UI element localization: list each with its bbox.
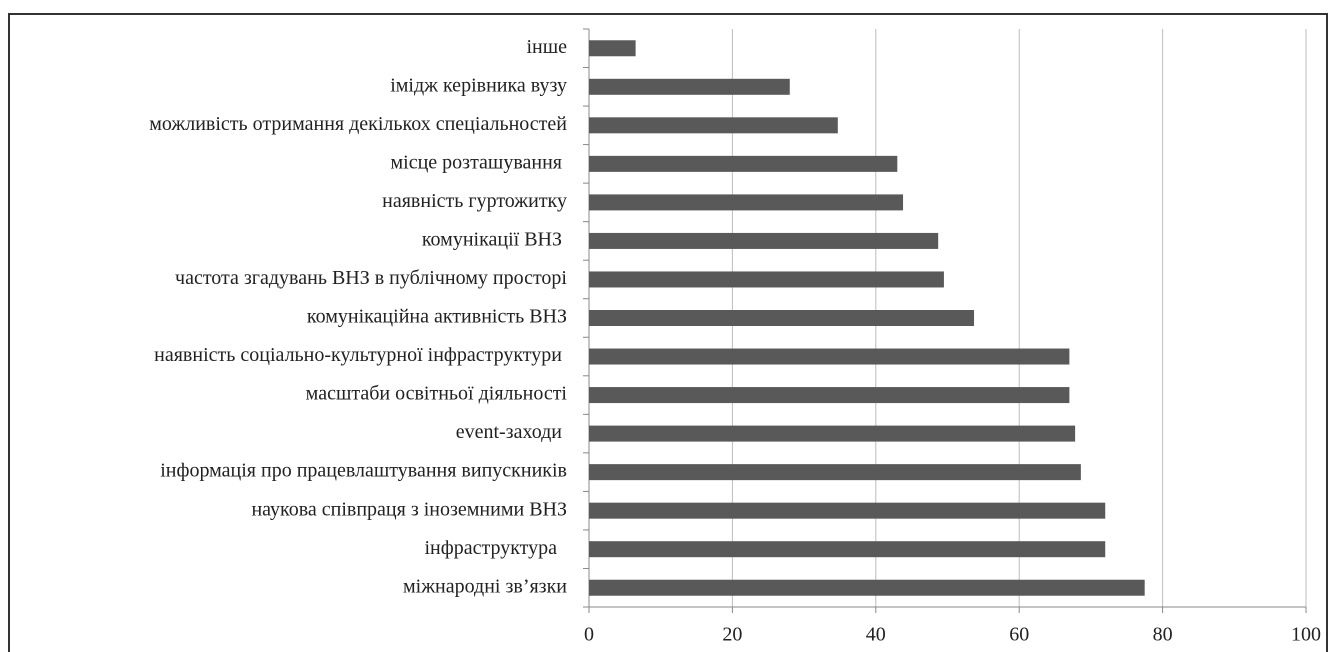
bar — [589, 117, 838, 134]
bar — [589, 310, 975, 326]
bar — [589, 502, 1106, 519]
bar — [589, 271, 944, 288]
x-tick-label: 60 — [1009, 624, 1029, 646]
y-tick-label: частота згадувань ВНЗ в публічному прост… — [175, 267, 567, 289]
y-tick-label: інфраструктура — [425, 537, 568, 559]
y-tick-label: місце розташування — [391, 151, 568, 173]
x-tick-label: 0 — [584, 624, 594, 646]
frame — [8, 13, 1328, 652]
y-tick-label: можливість отримання декількох спеціальн… — [149, 113, 567, 135]
bar — [589, 425, 1076, 442]
y-tick-label: міжнародні зв’язки — [403, 575, 567, 597]
y-tick-label: інше — [526, 36, 567, 58]
bar — [589, 541, 1106, 558]
bar — [589, 348, 1070, 365]
x-tick-label: 100 — [1291, 624, 1321, 646]
bar — [589, 40, 636, 57]
bar — [589, 78, 790, 95]
x-tick-label: 20 — [722, 624, 742, 646]
y-tick-label: масштаби освітньої діяльності — [306, 383, 568, 405]
y-tick-label: комунікації ВНЗ — [422, 229, 567, 251]
y-tick-label: наукова співпраця з іноземними ВНЗ — [251, 498, 567, 520]
y-tick-label: інформація про працевлаштування випускни… — [160, 460, 567, 482]
y-tick-label: наявність гуртожитку — [382, 190, 567, 212]
bar — [589, 194, 904, 211]
bar — [589, 464, 1081, 481]
bar — [589, 579, 1145, 596]
bar — [589, 232, 939, 249]
y-tick-label: event-заходи — [456, 421, 567, 443]
bar — [589, 387, 1070, 404]
x-tick-label: 40 — [866, 624, 886, 646]
x-tick-label: 80 — [1153, 624, 1173, 646]
y-tick-label: імідж керівника вузу — [390, 74, 567, 96]
y-tick-label: наявність соціально-культурної інфрастру… — [154, 344, 567, 366]
bar — [589, 155, 898, 172]
y-tick-label: комунікаційна активність ВНЗ — [307, 306, 567, 328]
